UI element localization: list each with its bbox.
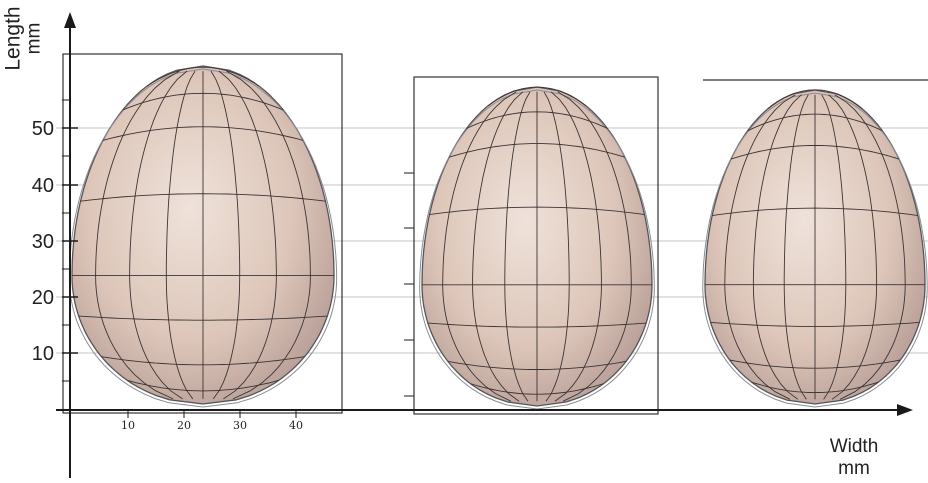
egg-meridian [442,91,517,402]
x-tick-label: 20 [177,419,191,432]
bounding-boxes [62,53,928,415]
bounding-box-left [62,53,343,414]
egg-meridian [504,91,531,402]
egg-outline-offset [702,92,928,408]
egg-latitude [146,66,260,87]
x-tick-label: 40 [289,419,303,432]
y-ticks: 50 40 30 20 10 [32,99,78,382]
egg-meridian [210,70,241,400]
egg-latitude [751,381,879,394]
egg-latitude [448,143,626,158]
egg-outline-offset [68,68,338,408]
egg-latitude [78,315,328,321]
egg-middle [419,86,655,410]
eggs-layer [68,65,928,410]
egg-meridian [834,94,906,400]
egg-latitude [122,92,284,111]
egg-latitude [447,360,627,370]
egg-meridian [543,91,570,402]
egg-latitude [127,379,279,392]
egg-meridian [752,94,802,400]
egg-meridian [218,70,277,400]
egg-latitude [710,321,920,327]
bounding-box-middle [413,76,659,415]
egg-meridian [129,70,188,400]
x-axis-arrow [897,404,913,416]
egg-latitude [470,383,604,395]
egg-latitude [712,207,918,217]
egg-left [68,65,338,408]
egg-meridian [828,94,878,400]
egg-meridian [550,91,602,402]
egg-latitude [767,89,863,110]
egg-right [702,89,928,408]
y-axis-arrow [64,12,76,28]
egg-latitude [466,111,608,129]
egg-meridian [472,91,524,402]
egg-latitude [427,322,647,328]
y-tick-label: 10 [32,343,54,365]
egg-latitude [101,356,305,366]
box-ticks [404,172,414,397]
y-tick-label: 30 [32,231,54,253]
x-axis-title-line2: mm [838,458,870,479]
x-tick-label: 10 [121,419,135,432]
egg-meridian [724,94,796,400]
egg-meridian [95,70,180,400]
egg-meridian [557,91,632,402]
egg-latitude [729,359,901,369]
y-tick-label: 40 [32,175,54,197]
egg-latitude [747,113,883,132]
egg-latitude [429,206,645,216]
x-axis-title-line1: Width [829,436,879,457]
x-tick-label: 30 [233,419,247,432]
egg-latitude [102,126,304,141]
egg-meridian [226,70,311,400]
egg-meridian [165,70,196,400]
x-ticks: 10 20 30 40 [121,410,303,432]
y-tick-label: 50 [32,118,54,140]
egg-meridian [783,94,809,400]
egg-meridian [821,94,847,400]
egg-latitude [487,86,587,107]
x-axis-title: Width mm [812,436,896,480]
egg-latitude [80,193,326,202]
y-tick-label: 20 [32,287,54,309]
egg-latitude [730,145,900,160]
